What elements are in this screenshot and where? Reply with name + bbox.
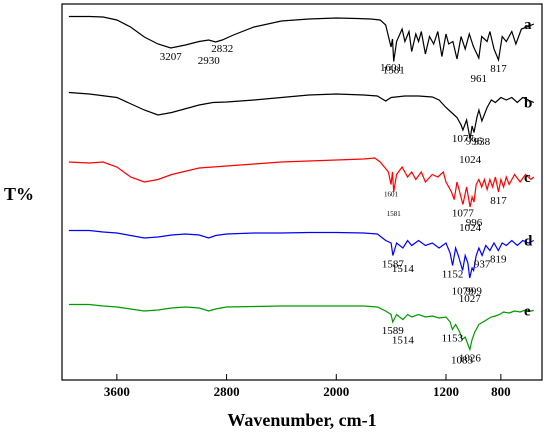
series-letter-c: c <box>524 170 531 186</box>
peak-label-e-1083: 1083 <box>451 355 474 367</box>
x-tick-label: 3600 <box>104 384 130 399</box>
x-axis-ticks: 3600 2800 2000 1200 800 <box>104 374 511 399</box>
x-tick-label: 2800 <box>214 384 240 399</box>
peak-label-a-1601: 1601 <box>380 62 402 74</box>
series-letter-a: a <box>524 17 532 33</box>
peak-label-d-1027: 1027 <box>459 293 482 305</box>
peak-label-d-999: 999 <box>465 286 482 298</box>
peak-label-d-937: 937 <box>474 259 491 271</box>
x-tick-label: 800 <box>491 384 511 399</box>
peak-label-e-1514: 1514 <box>392 335 415 347</box>
peak-label-e-1026: 1026 <box>459 353 482 365</box>
series-letters: a b c d e <box>524 17 533 320</box>
peak-label-c-1601: 1601 <box>384 191 399 199</box>
spectra-traces <box>68 15 535 352</box>
peak-label-d-1079: 1079 <box>452 286 475 298</box>
peak-label-e-1589: 1589 <box>382 325 405 337</box>
peak-label-b-938: 938 <box>474 136 491 148</box>
peak-label-c-996: 996 <box>466 217 483 229</box>
y-axis-label: T% <box>4 184 34 204</box>
peak-label-c-1024: 1024 <box>459 222 482 234</box>
series-letter-d: d <box>524 234 533 250</box>
series-letter-e: e <box>524 304 531 320</box>
peak-label-a-1581: 1581 <box>383 65 405 77</box>
peak-label-b-1077: 1077 <box>452 133 475 145</box>
x-tick-label: 1200 <box>433 384 459 399</box>
x-tick-label: 2000 <box>323 384 349 399</box>
peak-label-a-3207: 3207 <box>160 51 183 63</box>
peak-label-d-1152: 1152 <box>442 269 464 281</box>
trace-b <box>68 91 535 140</box>
peak-label-d-1587: 1587 <box>382 259 405 271</box>
trace-a <box>68 15 535 63</box>
peak-label-d-1514: 1514 <box>392 263 415 275</box>
peak-label-b-1024: 1024 <box>459 154 482 166</box>
peak-label-a-961: 961 <box>471 73 488 85</box>
series-letter-b: b <box>524 96 532 112</box>
peak-label-b-996: 996 <box>466 136 483 148</box>
peak-label-c-1581: 1581 <box>387 210 402 218</box>
trace-d <box>68 229 535 279</box>
peak-label-d-819: 819 <box>490 254 507 266</box>
peak-label-e-1153: 1153 <box>442 333 464 345</box>
x-axis-label: Wavenumber, cm-1 <box>227 410 376 430</box>
trace-c <box>68 157 535 208</box>
peak-label-a-2832: 2832 <box>211 43 233 55</box>
peak-label-a-2930: 2930 <box>198 55 221 67</box>
peak-label-c-1077: 1077 <box>452 208 475 220</box>
trace-e <box>68 303 534 352</box>
peak-label-a-817: 817 <box>490 63 507 75</box>
plot-frame <box>61 3 543 381</box>
peak-label-c-817: 817 <box>490 195 507 207</box>
